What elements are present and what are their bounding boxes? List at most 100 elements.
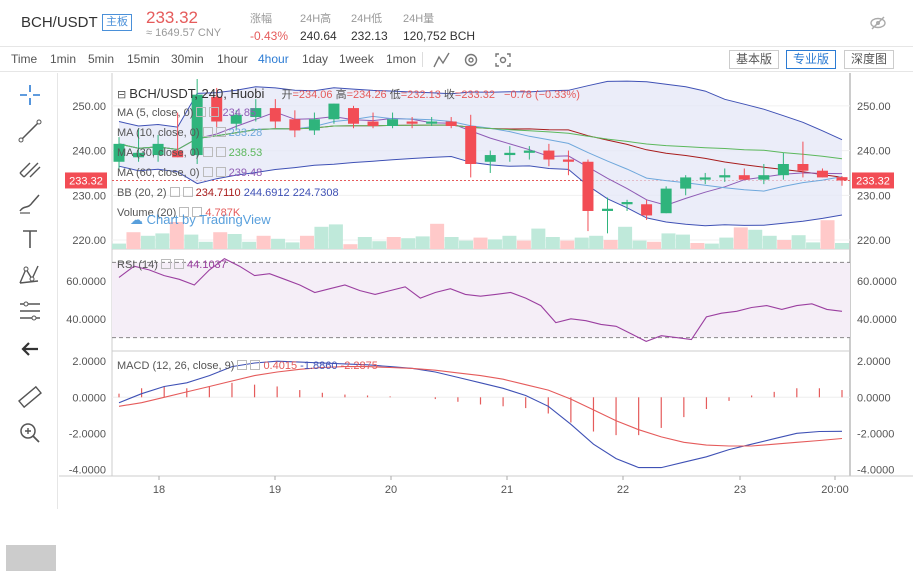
close-icon[interactable] <box>215 147 226 157</box>
sidebar-scroll-handle[interactable] <box>6 545 56 571</box>
tf-5min[interactable]: 5min <box>88 52 115 66</box>
eye-icon[interactable] <box>202 147 213 157</box>
indicator-icon[interactable] <box>432 51 452 69</box>
view-basic-button[interactable]: 基本版 <box>729 50 780 69</box>
pair-name[interactable]: BCH/USDT <box>21 14 98 31</box>
volume-bar <box>487 239 502 249</box>
close-icon[interactable] <box>182 187 193 197</box>
eye-slash-icon[interactable] <box>869 14 887 32</box>
volume-bar <box>545 237 560 249</box>
eye-icon[interactable] <box>169 187 180 197</box>
pattern-icon[interactable] <box>16 261 44 289</box>
eye-icon[interactable] <box>160 259 171 269</box>
tf-1week[interactable]: 1week <box>339 52 374 66</box>
legend-ma60[interactable]: MA (60, close, 0) 239.48 <box>117 167 263 179</box>
candle-body <box>250 108 262 118</box>
collapse-icon[interactable]: ⊟ <box>117 89 127 101</box>
last-price-label: 233.32 <box>69 175 103 187</box>
tf-1day[interactable]: 1day <box>302 52 329 66</box>
candle-body <box>445 121 457 126</box>
candle-body <box>523 150 535 153</box>
volume-bar <box>227 234 242 249</box>
candle-body <box>152 143 164 156</box>
volume-bar <box>791 235 806 249</box>
last-price: 233.32 <box>146 8 198 27</box>
eye-icon[interactable] <box>202 127 213 137</box>
volume-bar <box>704 243 719 249</box>
signal-line <box>118 366 843 447</box>
close-icon[interactable] <box>192 207 203 217</box>
close-icon[interactable] <box>209 107 220 117</box>
brush-icon[interactable] <box>16 189 44 217</box>
volume-bars <box>112 220 849 249</box>
ruler-icon[interactable] <box>16 383 44 411</box>
eye-icon[interactable] <box>179 207 190 217</box>
ticker-header: BCH/USDT 主板 233.32 ≈ 1649.57 CNY 涨幅 -0.43… <box>0 0 913 44</box>
close-icon[interactable] <box>173 259 184 269</box>
tf-1hour[interactable]: 1hour <box>217 52 248 66</box>
stat-value: 232.13 <box>351 29 388 43</box>
cloud-icon: ☁ <box>130 212 143 227</box>
legend-volume[interactable]: Volume (20) 4.787K <box>117 207 241 219</box>
volume-bar <box>184 234 199 249</box>
moving-averages <box>118 111 843 206</box>
tf-30min[interactable]: 30min <box>171 52 204 66</box>
eye-icon[interactable] <box>196 107 207 117</box>
stat-change: 涨幅 -0.43% <box>250 13 289 43</box>
text-icon[interactable] <box>16 225 44 253</box>
tradingview-watermark[interactable]: ☁ Chart by TradingView <box>130 212 271 227</box>
macd-tick-label: 0.0000 <box>72 392 106 404</box>
tf-4hour[interactable]: 4hour <box>258 52 289 66</box>
tf-1mon[interactable]: 1mon <box>386 52 417 66</box>
volume-bar <box>285 242 300 249</box>
tf-time[interactable]: Time <box>11 52 38 66</box>
eye-icon[interactable] <box>237 360 248 370</box>
trend-line-icon[interactable] <box>16 117 44 145</box>
candle-body <box>836 177 848 181</box>
volume-bar <box>589 235 604 249</box>
rsi-band <box>112 262 850 338</box>
zoom-in-icon[interactable] <box>16 419 44 447</box>
legend-macd[interactable]: MACD (12, 26, close, 9) 0.4015 -1.8860 -… <box>117 360 378 372</box>
volume-bar <box>675 234 690 249</box>
fib-retracement-icon[interactable] <box>16 297 44 325</box>
candle-body <box>328 103 340 120</box>
settings-icon[interactable] <box>461 51 481 69</box>
view-depth-button[interactable]: 深度图 <box>844 50 895 69</box>
legend-bb[interactable]: BB (20, 2) 234.7110 244.6912 224.7308 <box>117 187 339 199</box>
macd-tick-label: 2.0000 <box>857 356 891 368</box>
close-icon[interactable] <box>215 167 226 177</box>
volume-bar <box>213 232 228 249</box>
candle-body <box>387 119 399 126</box>
volume-bar <box>502 235 517 249</box>
legend-rsi[interactable]: RSI (14) 44.1037 <box>117 259 227 271</box>
pitchfork-icon[interactable] <box>16 153 44 181</box>
legend-ma30[interactable]: MA (30, close, 0) 238.53 <box>117 147 263 159</box>
volume-bar <box>126 232 141 249</box>
tf-15min[interactable]: 15min <box>127 52 160 66</box>
tf-1min[interactable]: 1min <box>50 52 77 66</box>
time-tick-label: 22 <box>617 484 629 496</box>
time-tick-label: 23 <box>734 484 746 496</box>
candle-body <box>758 175 770 180</box>
crosshair-icon[interactable] <box>16 81 44 109</box>
symbol-title[interactable]: BCH/USDT, 240, Huobi <box>129 86 265 101</box>
close-icon[interactable] <box>215 127 226 137</box>
macd-tick-label: -4.0000 <box>69 464 106 476</box>
back-arrow-icon[interactable] <box>16 335 44 363</box>
bollinger-upper <box>118 80 843 141</box>
volume-bar <box>155 233 170 249</box>
volume-bar <box>574 237 589 249</box>
legend-ma10[interactable]: MA (10, close, 0) 233.28 <box>117 127 263 139</box>
screenshot-icon[interactable] <box>493 51 513 69</box>
candle-body <box>269 108 281 122</box>
legend-ma5[interactable]: MA (5, close, 0) 234.85 <box>117 107 257 119</box>
rsi-tick-label: 40.0000 <box>66 314 106 326</box>
time-tick-label: 21 <box>501 484 513 496</box>
close-icon[interactable] <box>250 360 261 370</box>
view-pro-button[interactable]: 专业版 <box>786 50 837 69</box>
volume-bar <box>733 227 748 249</box>
eye-icon[interactable] <box>202 167 213 177</box>
volume-bar <box>531 228 546 249</box>
